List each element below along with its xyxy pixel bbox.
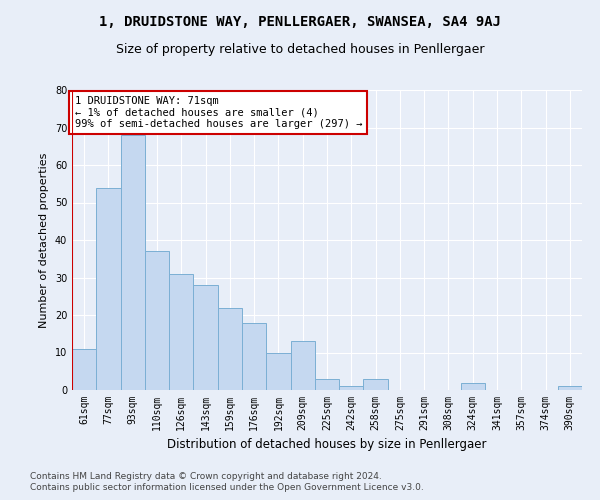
- Text: 1 DRUIDSTONE WAY: 71sqm
← 1% of detached houses are smaller (4)
99% of semi-deta: 1 DRUIDSTONE WAY: 71sqm ← 1% of detached…: [74, 96, 362, 129]
- Text: Contains HM Land Registry data © Crown copyright and database right 2024.: Contains HM Land Registry data © Crown c…: [30, 472, 382, 481]
- X-axis label: Distribution of detached houses by size in Penllergaer: Distribution of detached houses by size …: [167, 438, 487, 452]
- Bar: [72, 349, 96, 390]
- Bar: [96, 188, 121, 390]
- Bar: [169, 274, 193, 390]
- Bar: [145, 251, 169, 390]
- Text: Contains public sector information licensed under the Open Government Licence v3: Contains public sector information licen…: [30, 484, 424, 492]
- Bar: [266, 352, 290, 390]
- Y-axis label: Number of detached properties: Number of detached properties: [39, 152, 49, 328]
- Text: Size of property relative to detached houses in Penllergaer: Size of property relative to detached ho…: [116, 42, 484, 56]
- Text: 1, DRUIDSTONE WAY, PENLLERGAER, SWANSEA, SA4 9AJ: 1, DRUIDSTONE WAY, PENLLERGAER, SWANSEA,…: [99, 15, 501, 29]
- Bar: [461, 382, 485, 390]
- Bar: [315, 379, 339, 390]
- Bar: [290, 341, 315, 390]
- Bar: [121, 135, 145, 390]
- Bar: [242, 322, 266, 390]
- Bar: [193, 285, 218, 390]
- Bar: [364, 379, 388, 390]
- Bar: [339, 386, 364, 390]
- Bar: [558, 386, 582, 390]
- Bar: [218, 308, 242, 390]
